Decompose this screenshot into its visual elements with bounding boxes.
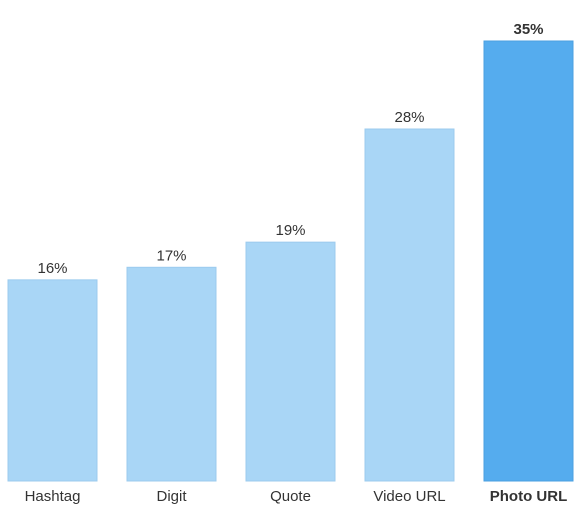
bar xyxy=(245,241,336,482)
value-label: 28% xyxy=(394,109,424,126)
x-tick-label: Hashtag xyxy=(25,488,81,505)
bar xyxy=(126,266,217,482)
value-label: 16% xyxy=(37,260,67,277)
bar xyxy=(7,279,98,482)
x-tick-label: Video URL xyxy=(373,488,445,505)
value-label: 19% xyxy=(275,222,305,239)
x-tick-label: Quote xyxy=(270,488,311,505)
value-label: 35% xyxy=(513,21,543,38)
bar xyxy=(364,128,455,482)
x-tick-label: Photo URL xyxy=(490,488,567,505)
x-tick-label: Digit xyxy=(156,488,187,505)
value-label: 17% xyxy=(156,247,186,264)
bar xyxy=(483,40,574,482)
